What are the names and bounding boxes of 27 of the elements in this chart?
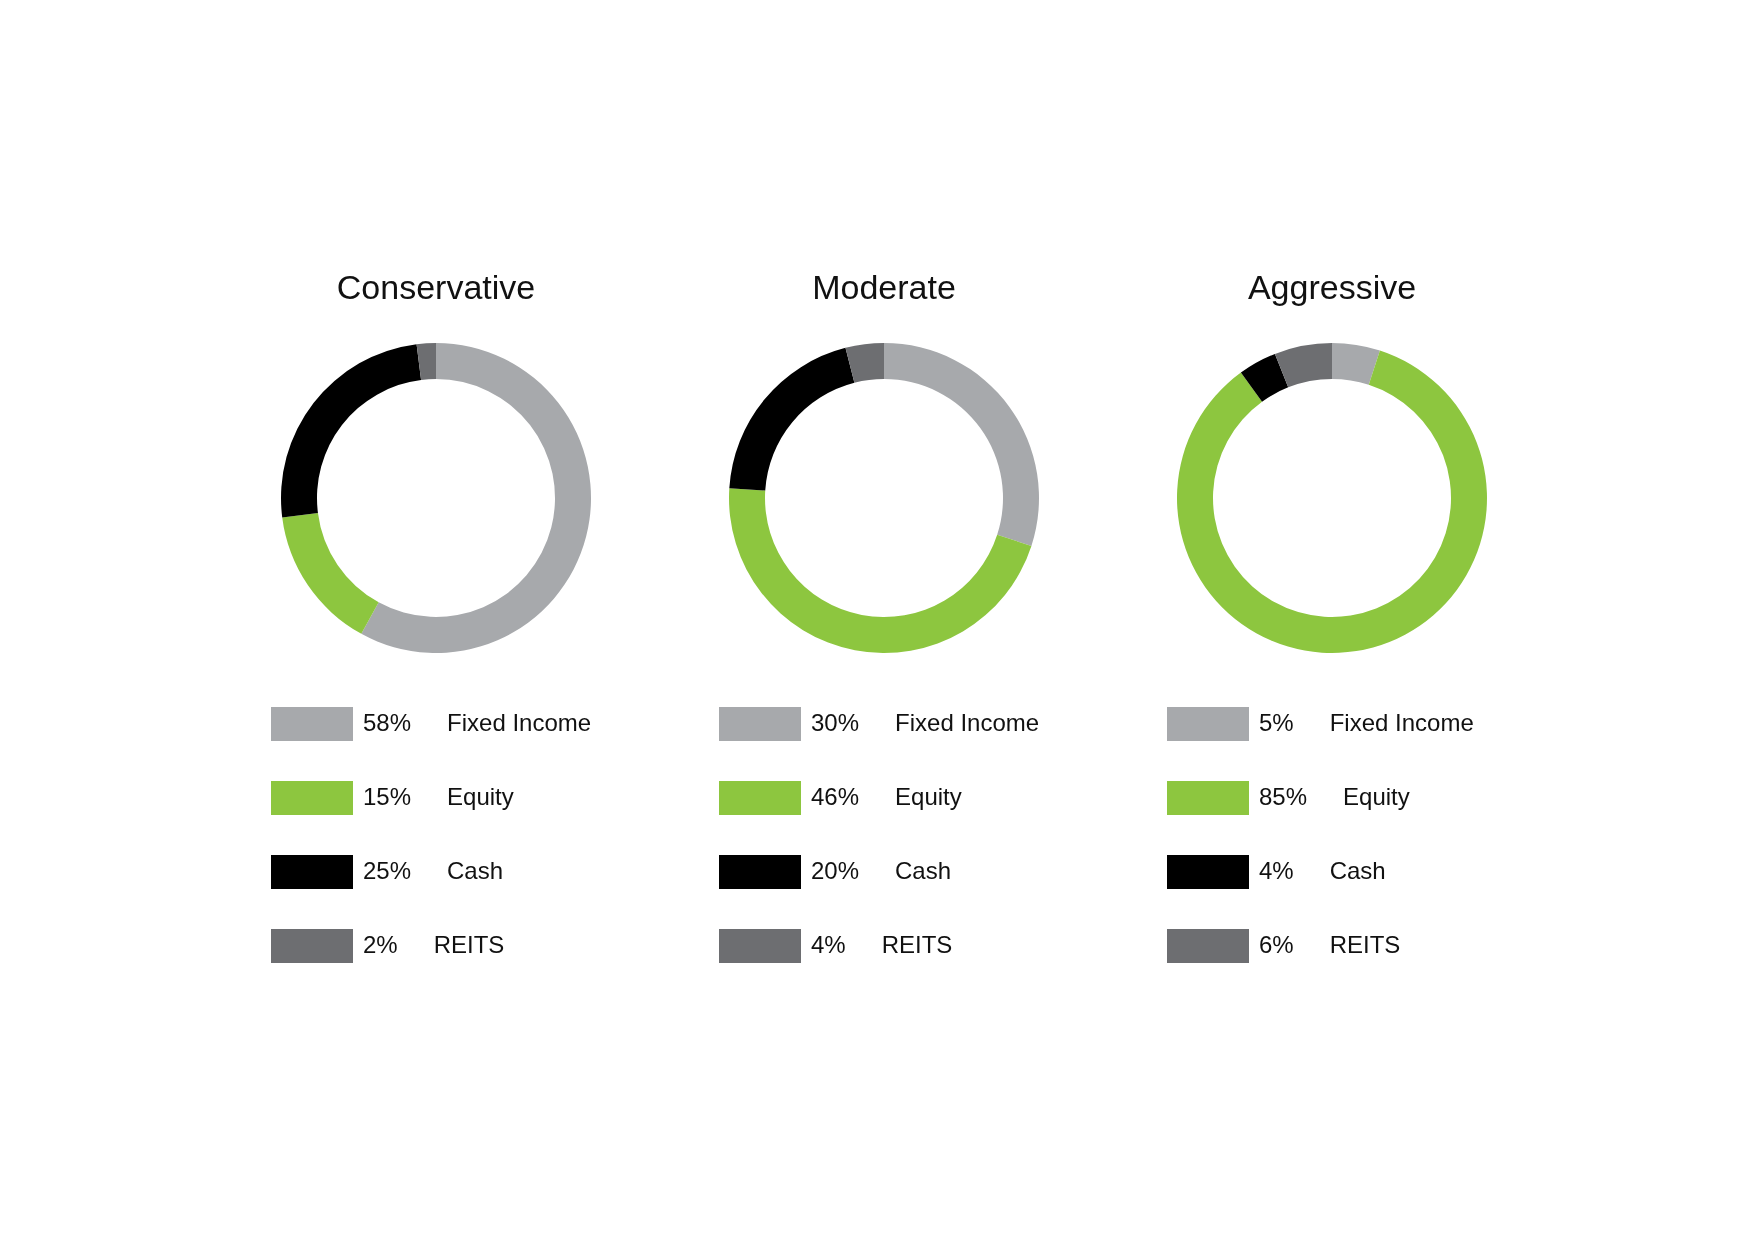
legend-label: 58% Fixed Income	[363, 709, 592, 736]
chart-title: Moderate	[812, 268, 956, 306]
donut-slice	[416, 343, 436, 380]
donut-slice	[282, 512, 379, 634]
donut-slice	[361, 343, 591, 653]
legend-label: 6% REITS	[1259, 931, 1401, 958]
legend-label: 2% REITS	[363, 931, 505, 958]
chart-title: Conservative	[336, 268, 536, 306]
donut-slice	[884, 343, 1039, 546]
donut-slice	[281, 344, 422, 518]
donut-slice	[729, 488, 1032, 653]
donut-slice	[845, 343, 884, 383]
legend-label: 4% REITS	[811, 931, 953, 958]
legend-label: 85% Equity	[1259, 783, 1410, 810]
donut-slice	[729, 347, 855, 491]
donut-slice	[1274, 343, 1332, 388]
chart-title: Aggressive	[1247, 268, 1417, 306]
legend-label: 30% Fixed Income	[811, 709, 1040, 736]
legend-label: 15% Equity	[363, 783, 514, 810]
legend-label: 4% Cash	[1259, 857, 1386, 884]
donut-slice	[1240, 353, 1289, 402]
legend-label: 5% Fixed Income	[1259, 709, 1474, 736]
donut-slice	[1332, 343, 1380, 385]
legend-label: 25% Cash	[363, 857, 504, 884]
legend-label: 20% Cash	[811, 857, 952, 884]
legend-label: 46% Equity	[811, 783, 962, 810]
donut-slice	[1177, 350, 1487, 653]
